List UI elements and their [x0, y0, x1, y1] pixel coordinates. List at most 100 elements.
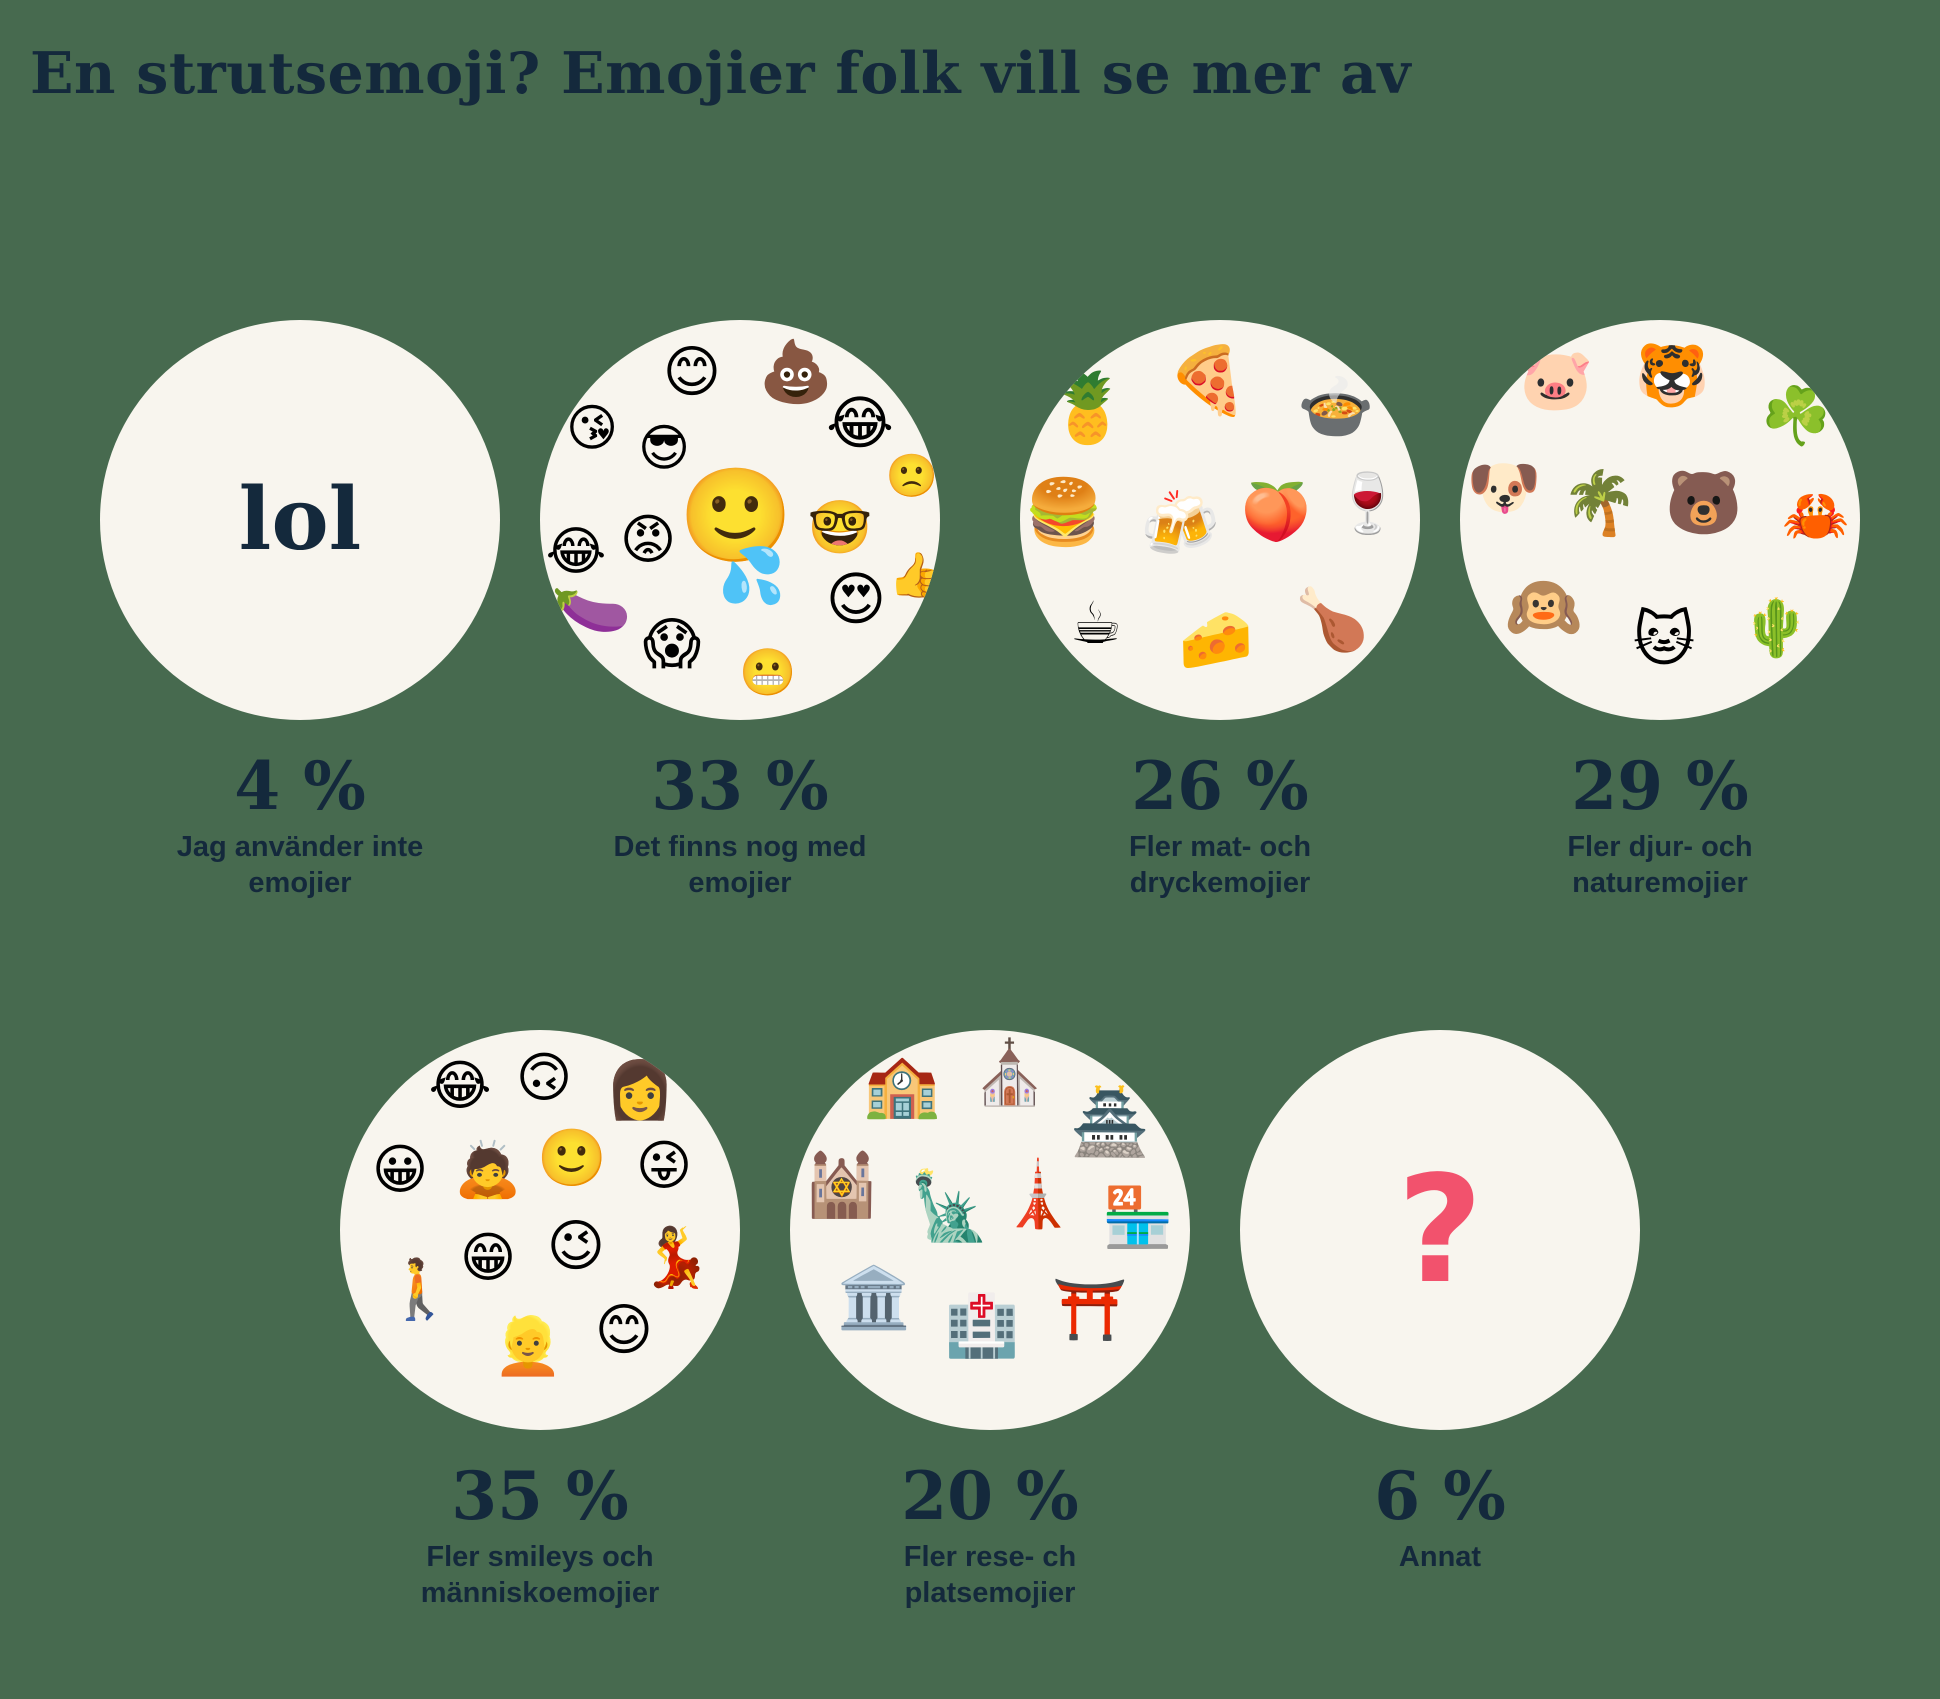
percent-label: 4 %: [234, 747, 366, 825]
percent-label: 20 %: [901, 1457, 1079, 1535]
category-item-no-emoji-use: lol 4 % Jag använder inte emojier: [100, 320, 500, 901]
big-smiley-emoji: 🙂: [678, 465, 794, 567]
walking-man-emoji: 🚶: [383, 1257, 457, 1322]
heart-eyes-emoji: 😍: [825, 567, 887, 632]
classical-building-emoji: 🏛️: [836, 1264, 912, 1331]
category-caption: Fler mat- och dryckemojier: [1020, 829, 1420, 902]
grinning-big-smile-emoji: 😁: [459, 1228, 517, 1288]
wine-glass-emoji: 🍷: [1331, 471, 1405, 536]
category-caption: Fler djur- och naturemojier: [1460, 829, 1860, 902]
category-item-animals-nature: 🐷 🐯 ☘️ 🐶 🌴 🐻 🦀 🙉 🐱 🌵 29 % Fler djur- och naturemo…: [1460, 320, 1860, 901]
caption-line-1: Fler smileys och: [426, 1540, 654, 1573]
joy-laughing-emoji: 😂: [428, 1056, 492, 1116]
hamburger-emoji: 🍔: [1024, 476, 1104, 548]
crab-emoji: 🦀: [1782, 486, 1850, 546]
hospital-emoji: 🏥: [944, 1292, 1020, 1359]
category-circle-no-emoji-use: lol: [100, 320, 500, 720]
bear-face-emoji: 🐻: [1665, 469, 1743, 538]
grimacing-emoji: 😬: [739, 646, 797, 698]
category-circle-enough-emojis: 😊 💩 😘 😎 😂 🙁 🙂 😂 😡 🤓 🍆 💦 😍 👍 😱 😬: [540, 320, 940, 720]
church-emoji: ⛪: [971, 1039, 1049, 1108]
category-item-food-drink: 🍍 🍕 🍲 🍔 🍻 🍑 🍷 ☕ 🧀 🍗 26 % Fler mat- och dryckemoji…: [1020, 320, 1420, 901]
torii-shrine-emoji: ⛩️: [1052, 1276, 1128, 1343]
percent-label: 35 %: [451, 1457, 629, 1535]
joy-laughing-emoji: 😂: [545, 523, 607, 581]
category-item-other: ? 6 % Annat: [1240, 1030, 1640, 1575]
cheese-emoji: 🧀: [1178, 606, 1254, 673]
winking-tongue-emoji: 😜: [635, 1136, 693, 1196]
caption-line-1: Jag använder inte: [176, 830, 424, 863]
percent-label: 33 %: [651, 747, 829, 825]
category-circle-travel-places: 🏫 ⛪ 🏯 🕍 🗽 🗼 🏪 🏛️ 🏥 ⛩️: [790, 1030, 1190, 1430]
upside-down-face-emoji: 🙃: [515, 1048, 573, 1108]
question-mark-text: ?: [1397, 1144, 1483, 1316]
statue-of-liberty-emoji: 🗽: [908, 1169, 992, 1243]
eggplant-emoji: 🍆: [548, 566, 636, 650]
tiger-face-emoji: 🐯: [1634, 342, 1710, 409]
category-item-smileys-people: 😂 🙃 👩 😀 🙇 🙂 😜 🚶 😁 😉 💃 👱 😊 35 % Fler smileys och männ…: [340, 1030, 740, 1611]
category-caption: Fler smileys och människoemojier: [340, 1539, 740, 1612]
caption-line-1: Fler mat- och: [1128, 830, 1312, 863]
caption-line-1: Annat: [1398, 1540, 1482, 1573]
caption-line-1: Fler rese- ch: [903, 1540, 1077, 1573]
sweat-droplets-emoji: 💦: [718, 546, 786, 606]
peach-emoji: 🍑: [1241, 480, 1311, 543]
convenience-store-emoji: 🏪: [1101, 1185, 1175, 1250]
pizza-emoji: 🍕: [1166, 343, 1250, 417]
category-caption: Fler rese- ch platsemojier: [790, 1539, 1190, 1612]
caption-line-2: emojier: [248, 866, 352, 899]
joy-laughing-emoji: 😂: [826, 391, 894, 456]
hear-no-evil-monkey-emoji: 🙉: [1505, 573, 1583, 642]
poultry-leg-emoji: 🍗: [1294, 586, 1370, 653]
cat-face-emoji: 🐱: [1632, 606, 1696, 673]
slightly-frowning-emoji: 🙁: [885, 452, 939, 499]
synagogue-emoji: 🕍: [803, 1151, 881, 1220]
pig-face-emoji: 🐷: [1518, 346, 1594, 413]
category-circle-animals-nature: 🐷 🐯 ☘️ 🐶 🌴 🐻 🦀 🙉 🐱 🌵: [1460, 320, 1860, 720]
blond-man-face-emoji: 👱: [493, 1314, 563, 1377]
screaming-emoji: 😱: [642, 612, 702, 675]
caption-line-2: naturemojier: [1572, 866, 1748, 899]
caption-line-2: dryckemojier: [1129, 866, 1311, 899]
category-caption: Det finns nog med emojier: [540, 829, 940, 902]
slightly-smiling-emoji: 🙂: [537, 1126, 607, 1189]
cactus-emoji: 🌵: [1741, 596, 1811, 659]
angry-red-emoji: 😡: [619, 510, 677, 570]
category-circle-smileys-people: 😂 🙃 👩 😀 🙇 🙂 😜 🚶 😁 😉 💃 👱 😊: [340, 1030, 740, 1430]
palm-tree-emoji: 🌴: [1561, 469, 1639, 538]
coffee-emoji: ☕: [1070, 591, 1122, 656]
caption-line-2: emojier: [688, 866, 792, 899]
clinking-beers-emoji: 🍻: [1140, 488, 1220, 560]
woman-face-emoji: 👩: [605, 1058, 675, 1121]
smiling-blush-emoji: 😊: [594, 1298, 654, 1361]
smiling-blush-emoji: 😊: [662, 340, 722, 403]
pineapple-emoji: 🍍: [1045, 370, 1131, 446]
caption-line-2: människoemojier: [420, 1576, 660, 1609]
category-item-travel-places: 🏫 ⛪ 🏯 🕍 🗽 🗼 🏪 🏛️ 🏥 ⛩️ 20 % Fler rese- ch platsemo…: [790, 1030, 1190, 1611]
shamrock-emoji: ☘️: [1761, 384, 1831, 447]
caption-line-2: platsemojier: [904, 1576, 1076, 1609]
caption-line-1: Fler djur- och: [1567, 830, 1753, 863]
school-emoji: 🏫: [863, 1051, 941, 1120]
category-circle-food-drink: 🍍 🍕 🍲 🍔 🍻 🍑 🍷 ☕ 🧀 🍗: [1020, 320, 1420, 720]
caption-line-1: Det finns nog med: [613, 830, 867, 863]
bowing-person-emoji: 🙇: [454, 1140, 522, 1200]
category-caption: Annat: [1240, 1539, 1640, 1575]
percent-label: 6 %: [1374, 1457, 1506, 1535]
grinning-face-emoji: 😀: [371, 1140, 429, 1200]
percent-label: 29 %: [1571, 747, 1749, 825]
sunglasses-emoji: 😎: [637, 420, 691, 476]
tokyo-tower-emoji: 🗼: [998, 1158, 1078, 1230]
category-item-enough-emojis: 😊 💩 😘 😎 😂 🙁 🙂 😂 😡 🤓 🍆 💦 😍 👍 😱 😬 33 % Det finns nog med …: [540, 320, 940, 901]
chart-title: En strutsemoji? Emojier folk vill se mer…: [30, 40, 1412, 108]
poop-emoji: 💩: [758, 338, 834, 405]
nerd-glasses-emoji: 🤓: [807, 499, 873, 557]
thumbs-up-emoji: 👍: [888, 551, 940, 600]
lol-text: lol: [238, 469, 362, 570]
dancer-woman-emoji: 💃: [639, 1225, 713, 1290]
pug-dog-emoji: 🐶: [1466, 454, 1542, 521]
winking-face-emoji: 😉: [546, 1214, 606, 1277]
kissing-heart-emoji: 😘: [565, 400, 619, 456]
category-circle-other: ?: [1240, 1030, 1640, 1430]
